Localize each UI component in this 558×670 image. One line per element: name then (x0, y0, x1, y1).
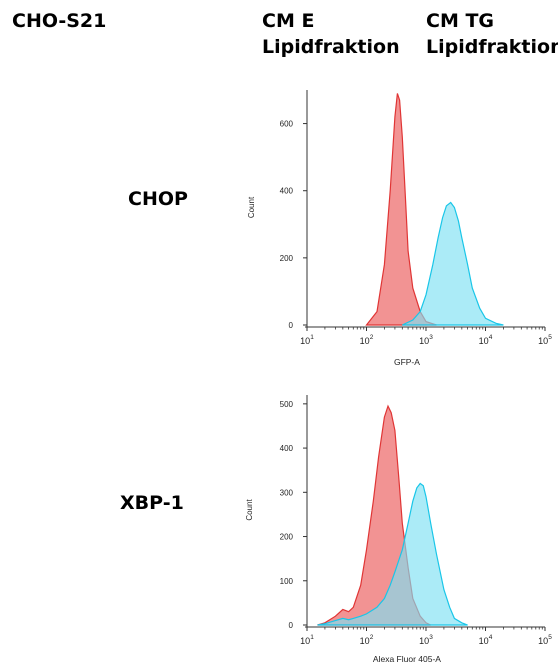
y-tick-label: 400 (280, 444, 294, 453)
histogram-series-blue (402, 201, 504, 326)
column-header-cm-tg-line1: CM TG (426, 10, 495, 32)
y-axis-title: Count (245, 499, 254, 521)
column-header-cm-e-line2: Lipidfraktion (262, 36, 400, 58)
x-tick-label: 104 (479, 334, 493, 346)
row-label-chop: CHOP (128, 188, 188, 210)
x-axis-title: Alexa Fluor 405-A (373, 654, 441, 664)
column-header-cm-tg: CM TG Lipidfraktion (426, 8, 558, 60)
row-label-xbp1: XBP-1 (120, 492, 184, 514)
x-tick-label: 104 (479, 634, 493, 646)
y-tick-label: 600 (280, 120, 294, 129)
histogram-panel-1: 0 200 400 600 101 102 103 104 105 Count GFP-A (247, 90, 552, 367)
x-tick-label: 102 (360, 334, 374, 346)
y-tick-label: 500 (280, 400, 294, 409)
x-tick-label: 102 (360, 634, 374, 646)
histogram-series-blue (317, 482, 468, 626)
y-tick-label: 0 (289, 321, 294, 330)
y-tick-label: 200 (280, 533, 294, 542)
y-tick-label: 400 (280, 187, 294, 196)
y-tick-label: 0 (289, 621, 294, 630)
column-header-cm-e: CM E Lipidfraktion (262, 8, 400, 60)
x-axis-title: GFP-A (394, 357, 420, 367)
histogram-series-red (365, 93, 437, 326)
x-tick-label: 103 (419, 334, 433, 346)
column-header-cm-e-line1: CM E (262, 10, 315, 32)
y-tick-label: 200 (280, 254, 294, 263)
y-tick-label: 100 (280, 577, 294, 586)
column-header-cm-tg-line2: Lipidfraktion (426, 36, 558, 58)
y-tick-label: 300 (280, 488, 294, 497)
x-tick-label: 105 (538, 634, 552, 646)
x-tick-label: 101 (300, 634, 314, 646)
x-tick-label: 101 (300, 334, 314, 346)
histogram-panel-2: 0 100 200 300 400 500 101 102 103 104 105 Count Alex… (245, 395, 552, 664)
x-tick-label: 103 (419, 634, 433, 646)
x-tick-label: 105 (538, 334, 552, 346)
cell-line-label: CHO-S21 (12, 10, 107, 32)
y-axis-title: Count (247, 196, 256, 218)
